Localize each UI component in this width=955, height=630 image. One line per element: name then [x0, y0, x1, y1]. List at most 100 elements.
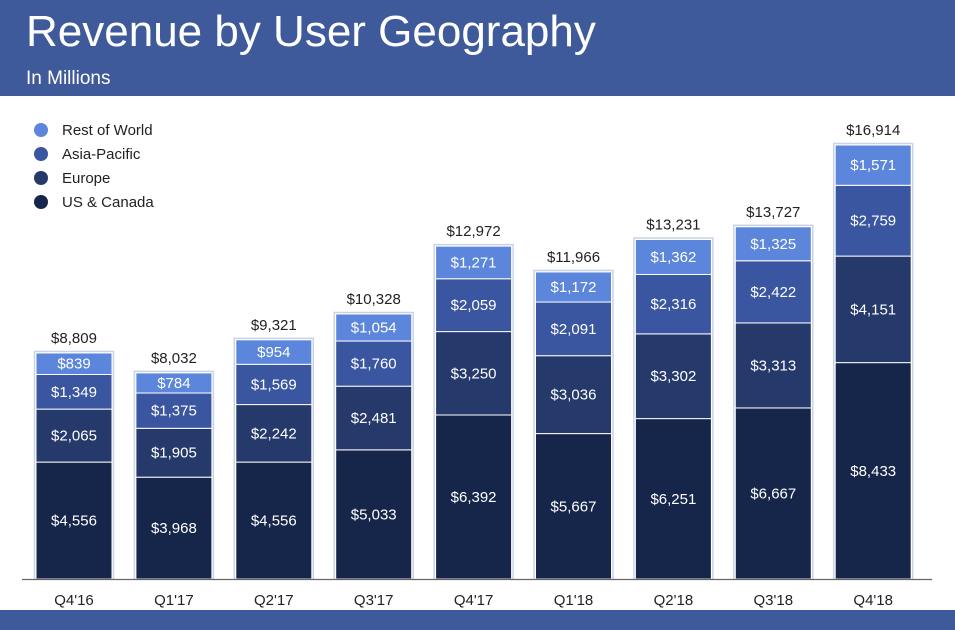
- bar-segment-asia-pacific: [634, 273, 712, 335]
- total-label: $11,966: [547, 249, 600, 266]
- page-title: Revenue by User Geography: [26, 7, 596, 56]
- bar-segment-europe: [135, 427, 213, 478]
- data-label: $6,667: [750, 485, 796, 502]
- data-label: $1,349: [51, 384, 97, 401]
- data-label: $4,556: [51, 513, 97, 530]
- data-label: $2,759: [850, 213, 896, 230]
- total-label: $13,231: [646, 217, 700, 234]
- data-label: $2,316: [650, 296, 696, 313]
- total-label: $8,809: [51, 330, 97, 347]
- legend-swatch-us-canada: [34, 195, 48, 209]
- data-label: $6,392: [451, 489, 497, 506]
- legend-item-rest-of-world: Rest of World: [34, 118, 154, 142]
- data-label: $1,172: [551, 279, 597, 296]
- bar-segment-europe: [35, 408, 113, 463]
- bar-segment-europe: [634, 333, 712, 420]
- page-subtitle: In Millions: [26, 68, 111, 89]
- data-label: $5,667: [551, 498, 597, 515]
- footer-band: [0, 610, 955, 630]
- legend-item-europe: Europe: [34, 166, 154, 190]
- bar-segment-rest-of-world: [335, 313, 413, 342]
- x-tick-label: Q4'17: [454, 592, 494, 609]
- data-label: $784: [157, 375, 190, 392]
- legend-swatch-asia-pacific: [34, 147, 48, 161]
- bar-segment-europe: [435, 331, 513, 416]
- total-label: $13,727: [746, 204, 800, 221]
- x-tick-label: Q4'18: [853, 592, 893, 609]
- data-label: $1,325: [750, 236, 796, 253]
- bar-segment-rest-of-world: [834, 144, 912, 186]
- x-tick-label: Q1'18: [554, 592, 594, 609]
- data-label: $2,422: [750, 284, 796, 301]
- legend-swatch-europe: [34, 171, 48, 185]
- total-label: $16,914: [846, 122, 900, 139]
- data-label: $1,362: [650, 249, 696, 266]
- bar-segment-us-canada: [834, 362, 912, 580]
- bar-segment-rest-of-world: [35, 352, 113, 375]
- data-label: $1,054: [351, 320, 397, 337]
- data-label: $1,271: [451, 254, 497, 271]
- bar-segment-us-canada: [435, 414, 513, 580]
- bar-segment-rest-of-world: [734, 226, 812, 262]
- bar-segment-europe: [335, 385, 413, 451]
- bar-segment-europe: [834, 255, 912, 364]
- bar-segment-us-canada: [535, 433, 612, 580]
- data-label: $2,091: [551, 321, 597, 338]
- x-tick-label: Q1'17: [154, 592, 194, 609]
- legend-item-us-canada: US & Canada: [34, 190, 154, 214]
- bar-segment-us-canada: [634, 418, 712, 580]
- legend-swatch-rest-of-world: [34, 123, 48, 137]
- bar-segment-rest-of-world: [535, 271, 612, 303]
- data-label: $1,760: [351, 356, 397, 373]
- data-label: $3,036: [551, 387, 597, 404]
- header-banner: Revenue by User Geography In Millions: [0, 0, 955, 96]
- data-label: $3,302: [650, 368, 696, 385]
- data-label: $839: [57, 356, 90, 373]
- data-label: $6,251: [650, 491, 696, 508]
- bar-segment-asia-pacific: [335, 340, 413, 387]
- x-tick-label: Q4'16: [54, 592, 94, 609]
- data-label: $954: [257, 344, 290, 361]
- data-label: $5,033: [351, 506, 397, 523]
- chart-legend: Rest of World Asia-Pacific Europe US & C…: [34, 118, 154, 214]
- total-label: $9,321: [251, 317, 297, 334]
- legend-label: Europe: [62, 169, 111, 187]
- legend-label: US & Canada: [62, 193, 154, 211]
- data-label: $2,065: [51, 428, 97, 445]
- bar-segment-us-canada: [235, 461, 313, 580]
- x-tick-label: Q2'18: [654, 592, 694, 609]
- data-label: $2,481: [351, 410, 397, 427]
- legend-label: Rest of World: [62, 121, 153, 139]
- data-label: $3,968: [151, 520, 197, 537]
- data-label: $3,250: [451, 365, 497, 382]
- data-label: $2,242: [251, 425, 297, 442]
- data-label: $4,151: [850, 301, 896, 318]
- bar-segment-rest-of-world: [435, 245, 513, 280]
- x-tick-label: Q3'17: [354, 592, 394, 609]
- bar-segment-rest-of-world: [135, 372, 213, 394]
- bar-segment-us-canada: [335, 449, 413, 580]
- data-label: $4,556: [251, 513, 297, 530]
- bar-segment-europe: [734, 322, 812, 409]
- bar-segment-europe: [535, 355, 612, 435]
- bar-segment-rest-of-world: [235, 339, 313, 365]
- x-tick-label: Q2'17: [254, 592, 294, 609]
- total-label: $8,032: [151, 350, 197, 367]
- legend-item-asia-pacific: Asia-Pacific: [34, 142, 154, 166]
- data-label: $1,375: [151, 403, 197, 420]
- bar-segment-rest-of-world: [634, 239, 712, 275]
- bar-segment-asia-pacific: [834, 184, 912, 257]
- total-label: $12,972: [446, 223, 500, 240]
- data-label: $1,569: [251, 376, 297, 393]
- data-label: $8,433: [850, 463, 896, 480]
- data-label: $2,059: [451, 297, 497, 314]
- total-label: $10,328: [347, 291, 401, 308]
- legend-label: Asia-Pacific: [62, 145, 141, 163]
- data-label: $1,571: [850, 157, 896, 174]
- data-label: $3,313: [750, 357, 796, 374]
- data-label: $1,905: [151, 445, 197, 462]
- bar-segment-asia-pacific: [535, 301, 612, 357]
- x-tick-label: Q3'18: [754, 592, 794, 609]
- bar-segment-europe: [235, 404, 313, 463]
